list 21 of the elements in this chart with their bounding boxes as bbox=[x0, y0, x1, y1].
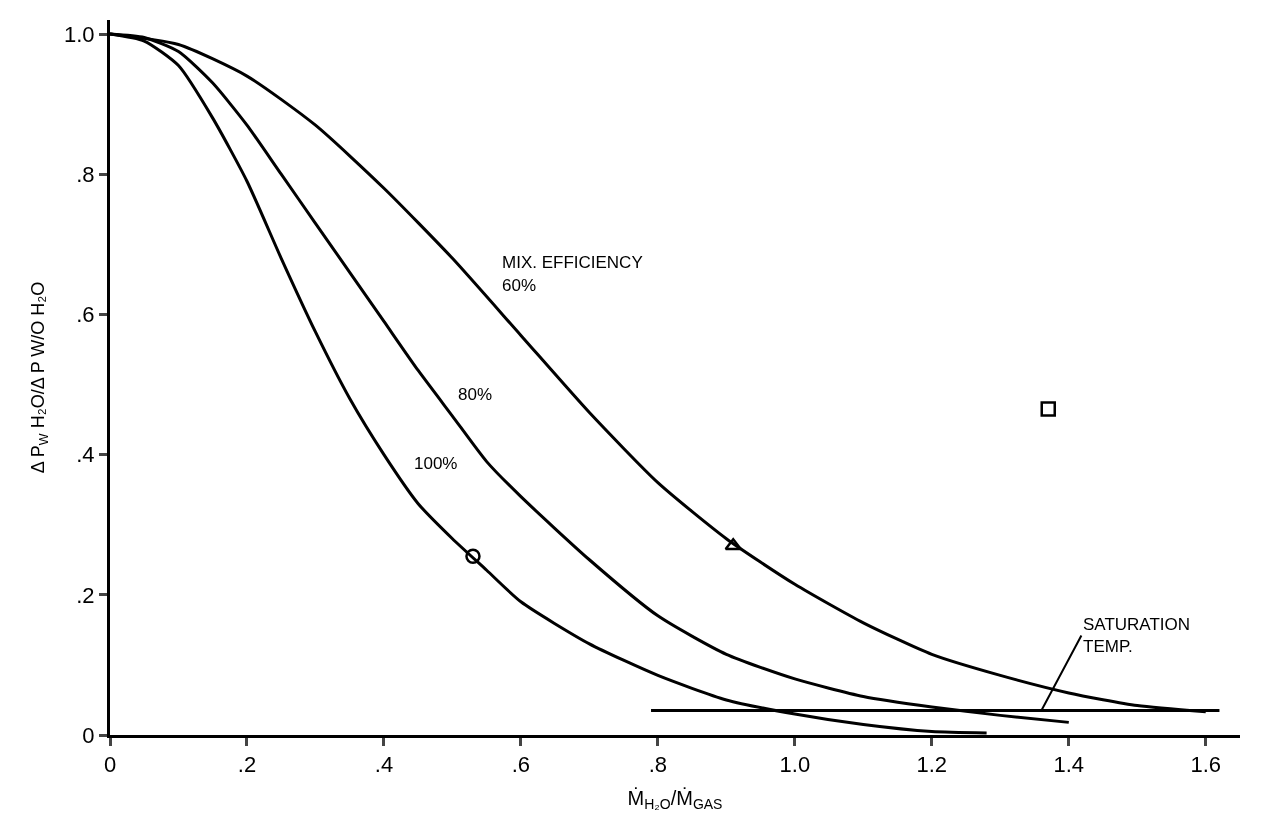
x-tick-label: .8 bbox=[648, 752, 668, 778]
y-tick-label: .6 bbox=[76, 302, 95, 328]
x-tick-label: 0 bbox=[103, 752, 117, 778]
annotation: MIX. EFFICIENCY bbox=[502, 253, 643, 272]
x-tick-label: .6 bbox=[511, 752, 531, 778]
y-tick-label: .2 bbox=[76, 582, 95, 608]
x-axis-title: Ṁ$_{H₂O}$/Ṁ$_{GAS}$ bbox=[627, 786, 723, 813]
y-tick-label: .4 bbox=[76, 442, 95, 468]
series-label: 60% bbox=[502, 276, 537, 295]
x-tick-label: 1.6 bbox=[1190, 752, 1222, 778]
x-tick-label: .2 bbox=[237, 752, 257, 778]
annotation: SATURATION TEMP. bbox=[1083, 615, 1191, 657]
x-tick-label: 1.4 bbox=[1053, 752, 1085, 778]
series-label: 80% bbox=[458, 385, 493, 404]
y-tick-label: 1.0 bbox=[64, 21, 95, 47]
x-tick-label: 1.2 bbox=[916, 752, 948, 778]
series-label: 100% bbox=[414, 454, 458, 473]
y-tick-label: .8 bbox=[76, 161, 95, 187]
x-tick-label: 1.0 bbox=[779, 752, 811, 778]
x-tick-label: .4 bbox=[374, 752, 394, 778]
y-tick-label: 0 bbox=[82, 722, 95, 748]
